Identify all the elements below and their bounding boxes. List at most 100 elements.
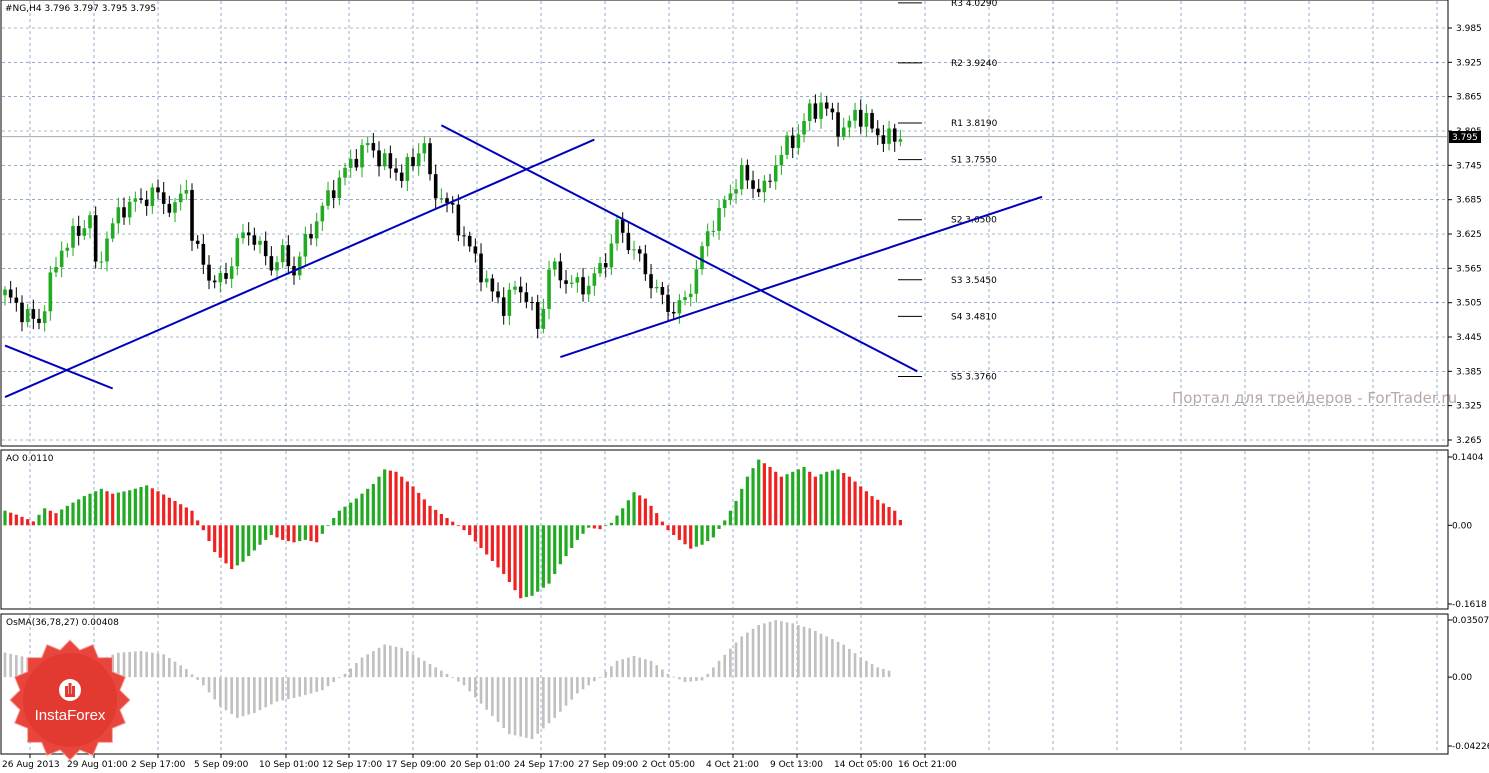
- ao-bar: [264, 525, 268, 540]
- osma-bar: [383, 644, 386, 678]
- ao-bar: [462, 525, 466, 531]
- osma-bar: [570, 677, 573, 700]
- ao-bar: [383, 469, 387, 526]
- candle-body: [847, 120, 852, 128]
- main-chart-title: #NG,H4 3.796 3.797 3.795 3.795: [5, 4, 156, 14]
- osma-bar: [865, 660, 868, 678]
- candle-body: [229, 266, 234, 279]
- candle-body: [620, 219, 625, 233]
- candle-body: [581, 277, 585, 295]
- trendline: [560, 195, 1043, 358]
- ao-bar: [700, 525, 704, 545]
- candle-body: [405, 157, 410, 181]
- ao-bar: [411, 486, 415, 526]
- ao-bar: [819, 474, 823, 526]
- candle-body: [371, 143, 376, 151]
- candle-body: [167, 203, 172, 213]
- osma-bar: [264, 677, 267, 708]
- osma-bar: [848, 648, 851, 678]
- watermark-text: Портал для трейдеров - ForTrader.ru: [1172, 389, 1457, 407]
- osma-bar: [173, 661, 177, 678]
- ao-bar: [349, 502, 353, 526]
- osma-bar: [343, 673, 347, 678]
- ao-bar: [553, 525, 557, 574]
- candle-body: [473, 246, 478, 254]
- ao-bar: [360, 493, 364, 526]
- ao-bar: [689, 525, 693, 549]
- time-tick-label: 29 Aug 01:00: [67, 760, 128, 770]
- osma-bar: [513, 677, 517, 736]
- ao-bar: [564, 525, 568, 557]
- ao-bar: [864, 491, 868, 526]
- ao-bar: [762, 463, 766, 526]
- ao-bar: [530, 525, 534, 596]
- ao-bar: [581, 525, 585, 534]
- ao-bar: [145, 485, 149, 526]
- candle-body: [751, 180, 755, 189]
- ao-bar: [298, 525, 302, 542]
- ao-bar: [99, 488, 103, 526]
- candle-body: [235, 238, 240, 267]
- osma-bar: [870, 664, 874, 678]
- candle-body: [14, 297, 19, 303]
- ao-bar: [740, 488, 744, 526]
- osma-bar: [451, 677, 454, 678]
- ao-bar: [48, 510, 52, 526]
- osma-bar: [763, 623, 766, 678]
- candle-body: [700, 246, 704, 270]
- ao-bar: [156, 491, 160, 526]
- logo-emblem-icon: [59, 679, 81, 701]
- candle-body: [190, 190, 194, 241]
- ao-bar: [162, 494, 166, 526]
- ao-bar: [768, 466, 772, 526]
- candle-body: [881, 135, 886, 144]
- ao-bar: [26, 519, 30, 526]
- candle-body: [773, 165, 778, 182]
- osma-bar: [587, 677, 591, 686]
- candle-body: [790, 135, 795, 148]
- candle-body: [484, 278, 489, 283]
- ao-bar: [643, 498, 647, 526]
- ao-bar: [343, 506, 347, 526]
- osma-bar: [836, 641, 840, 678]
- ao-bar: [111, 493, 115, 526]
- candle-body: [501, 297, 506, 316]
- candle-body: [65, 247, 70, 251]
- osma-bar: [185, 668, 188, 678]
- candle-body: [450, 202, 455, 205]
- candle-body: [575, 277, 580, 283]
- ao-bar: [116, 492, 120, 526]
- ao-bar: [405, 481, 409, 526]
- grid-lines: [2, 1, 1447, 753]
- time-tick-label: 26 Aug 2013: [2, 760, 60, 770]
- candle-body: [796, 134, 801, 148]
- ao-bar: [94, 491, 98, 526]
- osma-bar: [876, 667, 880, 678]
- ao-bar: [677, 525, 681, 540]
- osma-bar: [638, 657, 642, 678]
- ao-bar: [37, 514, 41, 526]
- candle-body: [360, 145, 364, 168]
- osma-bar: [536, 677, 539, 734]
- osma-bar: [287, 677, 290, 700]
- osma-bar: [162, 654, 165, 678]
- osma-bar: [190, 674, 194, 678]
- candle-body: [592, 273, 597, 286]
- osma-bar: [746, 632, 749, 678]
- candle-body: [224, 273, 228, 279]
- ao-bar: [451, 521, 455, 526]
- ao-bar: [31, 521, 35, 526]
- candle-body: [779, 154, 784, 166]
- candle-body: [71, 225, 75, 248]
- ao-bar: [502, 525, 506, 574]
- indicator-tick-label: 0.00: [1452, 521, 1472, 531]
- candle-body: [711, 230, 716, 232]
- ao-bar: [751, 468, 755, 526]
- osma-bar: [785, 622, 789, 678]
- candle-body: [99, 261, 104, 263]
- osma-bar: [712, 667, 715, 678]
- candle-body: [110, 223, 115, 239]
- candle-body: [280, 245, 285, 263]
- osma-bar: [598, 677, 602, 678]
- osma-title: OsMA(36,78,27) 0.00408: [6, 618, 119, 628]
